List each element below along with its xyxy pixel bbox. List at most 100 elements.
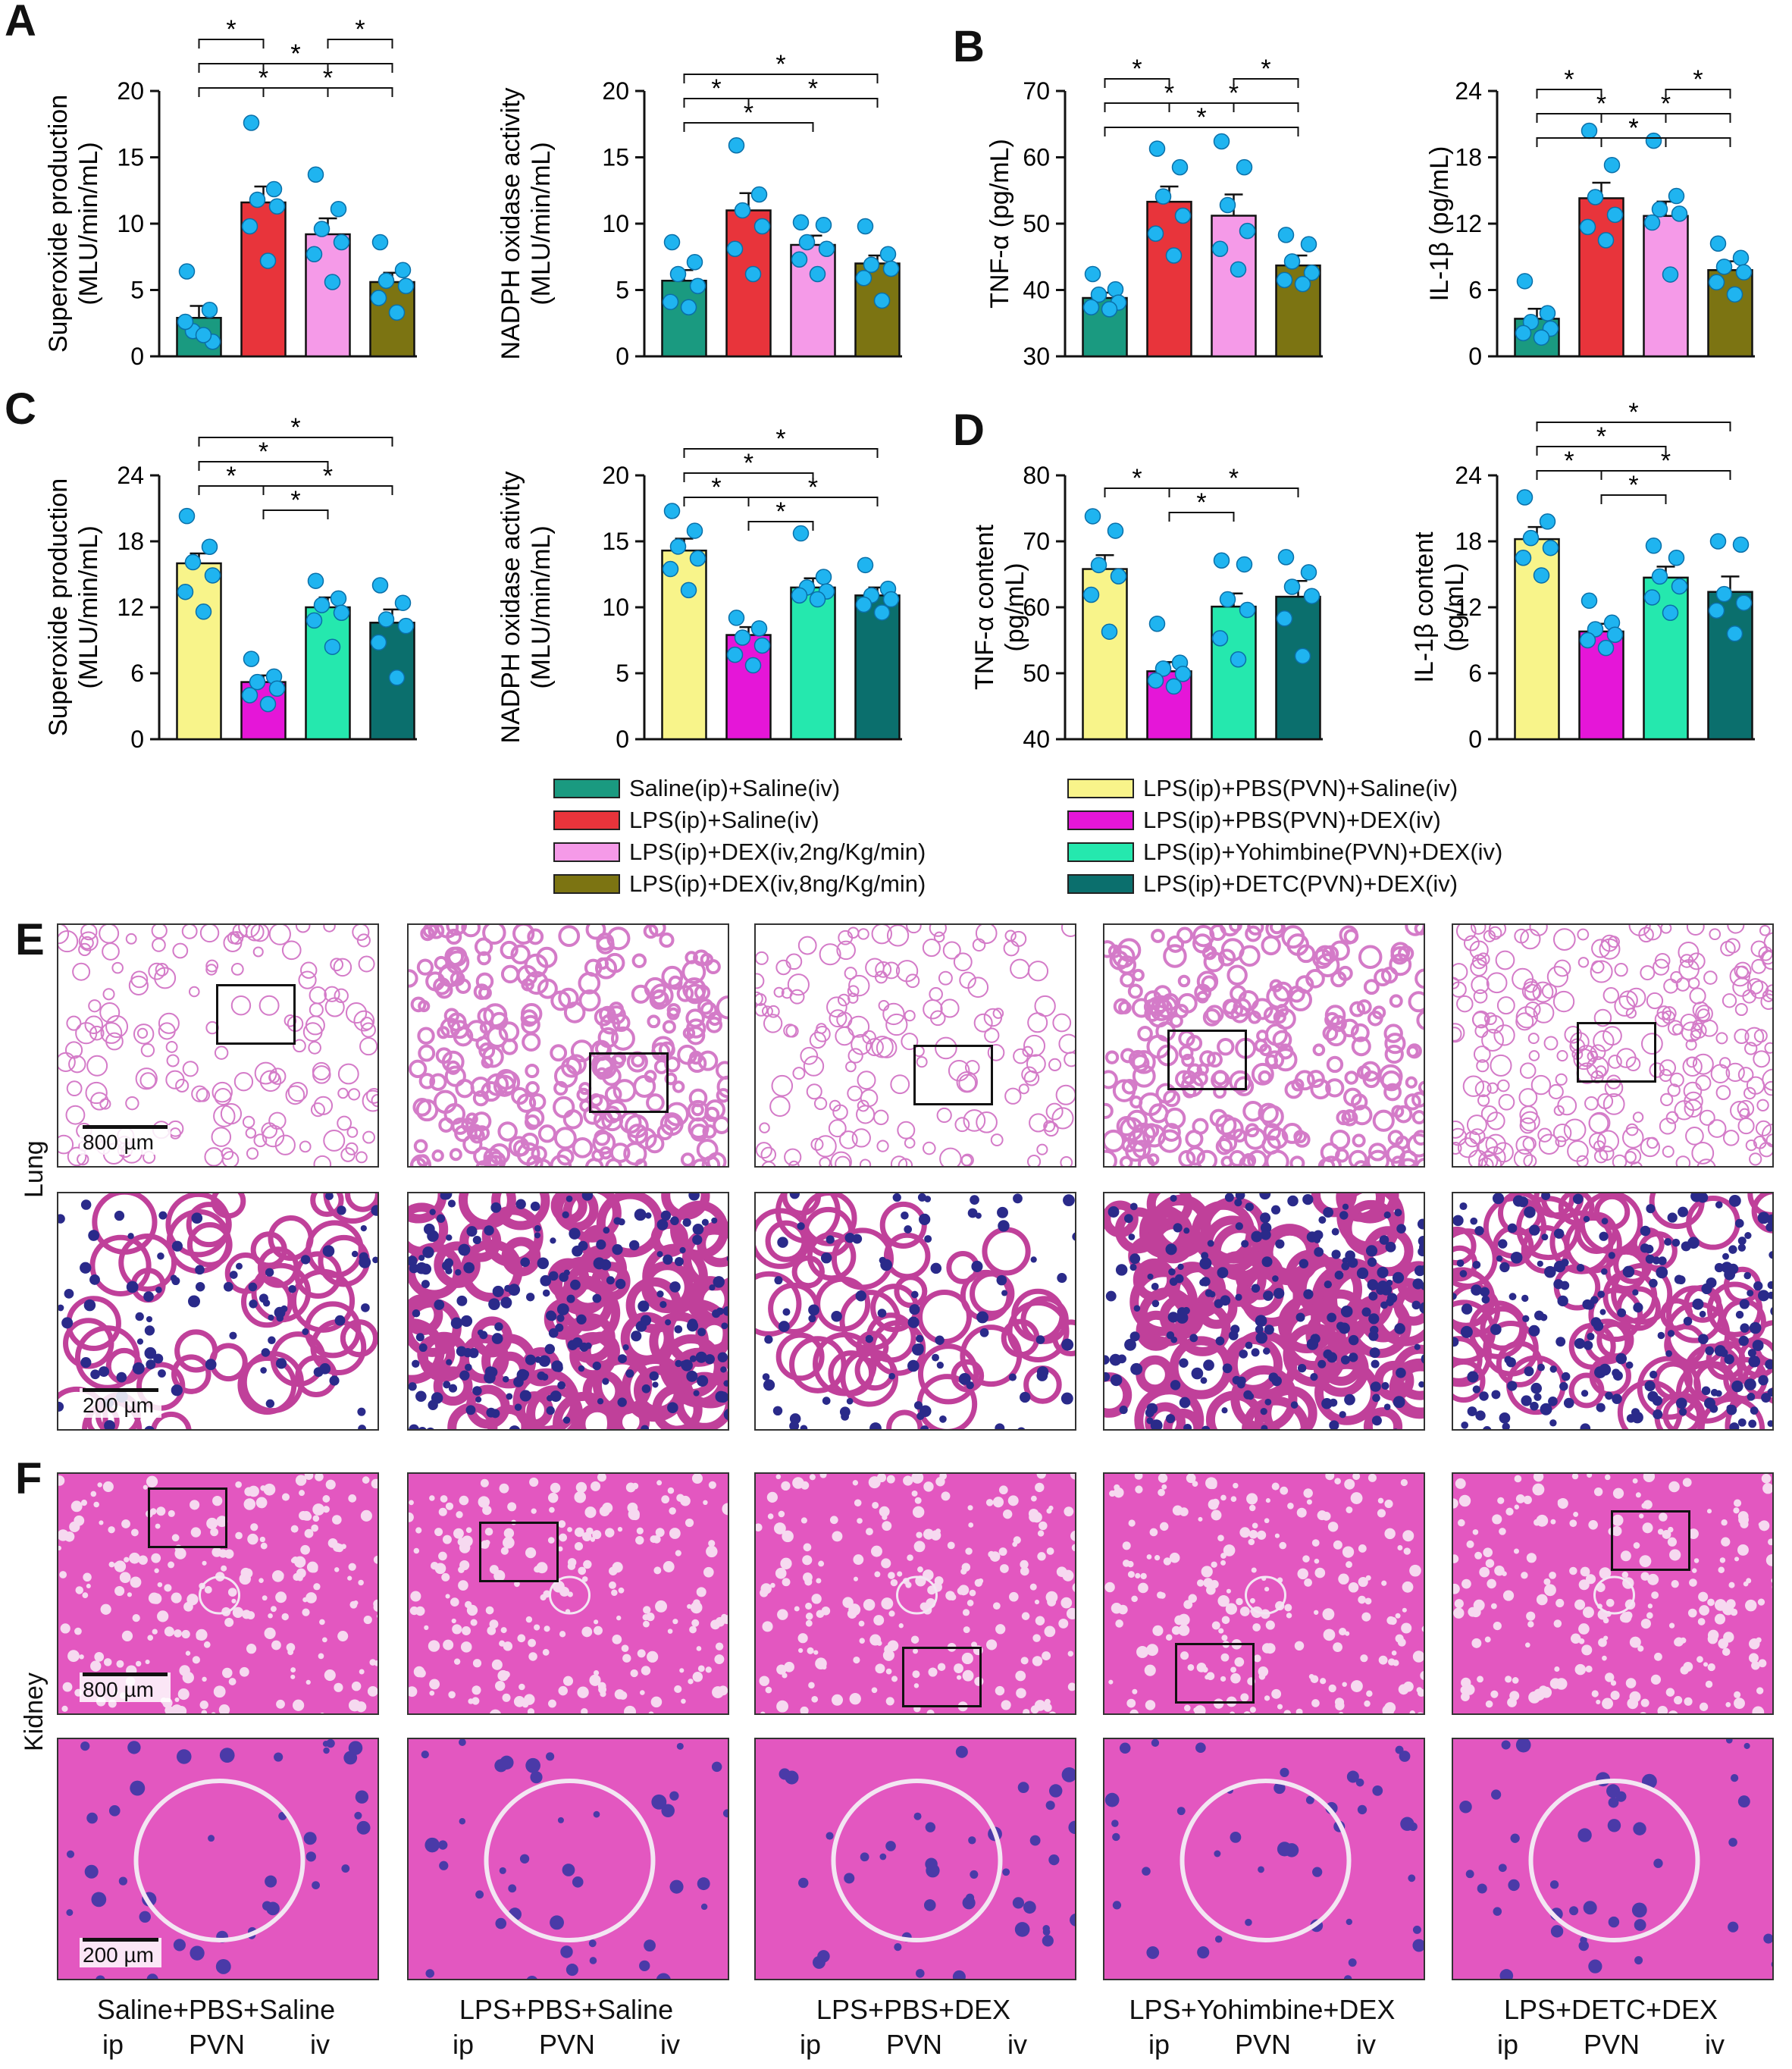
panel-letter-f: F: [15, 1454, 42, 1503]
significance-bracket: [1536, 89, 1602, 99]
data-point: [1230, 261, 1247, 278]
zoom-region-box: [1577, 1022, 1656, 1083]
group-caption: LPS+PBS+DEX ip PVN iv: [762, 1994, 1065, 2061]
data-point: [1732, 249, 1750, 266]
data-point: [1300, 564, 1317, 581]
legend-label: LPS(ip)+DEX(iv,2ng/Kg/min): [629, 839, 926, 865]
group-caption: LPS+PBS+Saline ip PVN iv: [415, 1994, 718, 2061]
bar: [1146, 200, 1192, 358]
panel-letter-b: B: [953, 22, 985, 71]
data-point: [680, 582, 697, 599]
significance-star: *: [775, 425, 785, 453]
legend-right: LPS(ip)+PBS(PVN)+Saline(iv) LPS(ip)+PBS(…: [1067, 773, 1502, 900]
data-point: [324, 274, 341, 290]
chart-C1: 0 6 12 18 24 Superoxide production (MLU/min/mL…: [44, 413, 417, 753]
data-point: [662, 560, 679, 578]
group-caption-routes: ip PVN iv: [1111, 2029, 1414, 2061]
data-point: [663, 234, 681, 251]
zoom-region-box: [589, 1052, 669, 1113]
data-point: [1651, 568, 1668, 585]
kidney-low-micrograph: [1452, 1472, 1774, 1715]
zoom-region-box: [479, 1522, 559, 1582]
significance-star: *: [1628, 398, 1638, 427]
data-point: [1090, 286, 1107, 303]
data-point: [1283, 253, 1301, 270]
legend-label: LPS(ip)+PBS(PVN)+Saline(iv): [1143, 775, 1458, 801]
significance-star: *: [1196, 103, 1206, 132]
data-point: [333, 234, 350, 251]
route-label: ip: [1497, 2029, 1519, 2060]
y-axis-label: IL-1β (pg/mL): [1425, 146, 1454, 302]
data-point: [728, 610, 745, 626]
data-point: [686, 254, 703, 271]
lung-low-micrograph: [754, 923, 1076, 1168]
group-caption-routes: ip PVN iv: [415, 2029, 718, 2061]
bar: [1275, 595, 1321, 741]
significance-star: *: [775, 50, 785, 79]
tissue-texture: [1104, 925, 1424, 1166]
data-point: [1539, 513, 1556, 530]
bar: [1211, 605, 1257, 741]
y-tick-label: 20: [602, 77, 629, 105]
significance-star: *: [1693, 65, 1703, 94]
data-point: [1715, 259, 1733, 275]
data-point: [689, 550, 706, 567]
kidney-high-micrograph: [1103, 1738, 1425, 1980]
data-point: [249, 673, 266, 691]
data-point: [734, 202, 751, 219]
data-point: [1645, 132, 1662, 149]
tissue-texture: [1104, 1474, 1424, 1713]
data-point: [686, 522, 703, 539]
data-point: [753, 218, 771, 235]
data-point: [1283, 578, 1301, 595]
data-point: [268, 198, 286, 215]
data-point: [388, 304, 406, 321]
data-point: [680, 299, 697, 315]
data-point: [1579, 632, 1596, 649]
scale-bar-label: 800 µm: [83, 1678, 154, 1701]
significance-star: *: [1229, 79, 1239, 108]
significance-star: *: [1596, 89, 1606, 118]
significance-star: *: [1564, 447, 1574, 475]
y-tick-label: 50: [1023, 660, 1050, 687]
y-axis-label: NADPH oxidase activity: [497, 471, 525, 743]
data-point: [1303, 265, 1321, 281]
y-tick-label: 18: [1455, 528, 1482, 555]
y-axis-label: (MLU/min/mL): [527, 525, 556, 688]
bar: [661, 549, 707, 741]
y-tick-label: 20: [602, 462, 629, 489]
y-tick-label: 40: [1023, 277, 1050, 304]
route-label: iv: [660, 2029, 680, 2060]
significance-star: *: [744, 449, 753, 478]
significance-bracket: [1600, 494, 1667, 504]
y-axis-label: (pg/mL): [1440, 563, 1469, 651]
legend-label: LPS(ip)+DETC(PVN)+DEX(iv): [1143, 870, 1458, 897]
data-point: [1211, 630, 1229, 647]
data-point: [879, 246, 897, 262]
scale-bar-line: [83, 1938, 158, 1942]
data-point: [882, 591, 900, 608]
legend-item: LPS(ip)+Saline(iv): [553, 804, 926, 836]
data-point: [1603, 156, 1621, 174]
data-point: [243, 114, 260, 131]
tissue-texture: [756, 925, 1075, 1166]
group-caption-routes: ip PVN iv: [64, 2029, 368, 2061]
significance-bracket: [1104, 127, 1299, 136]
data-point: [726, 646, 744, 663]
data-point: [1709, 235, 1727, 252]
scale-bar: 800 µm: [80, 1125, 171, 1155]
data-point: [809, 591, 826, 608]
data-point: [863, 256, 880, 273]
legend-item: LPS(ip)+DEX(iv,8ng/Kg/min): [553, 868, 926, 900]
y-tick-label: 6: [1468, 660, 1482, 687]
data-point: [1671, 578, 1688, 595]
y-tick-label: 18: [117, 528, 144, 555]
group-caption-routes: ip PVN iv: [1459, 2029, 1762, 2061]
route-label: ip: [102, 2029, 124, 2060]
data-point: [241, 687, 258, 704]
y-tick-label: 0: [1468, 726, 1482, 753]
data-point: [371, 234, 389, 251]
legend-swatch: [1067, 842, 1134, 862]
significance-bracket: [683, 74, 879, 83]
data-point: [1165, 678, 1183, 695]
